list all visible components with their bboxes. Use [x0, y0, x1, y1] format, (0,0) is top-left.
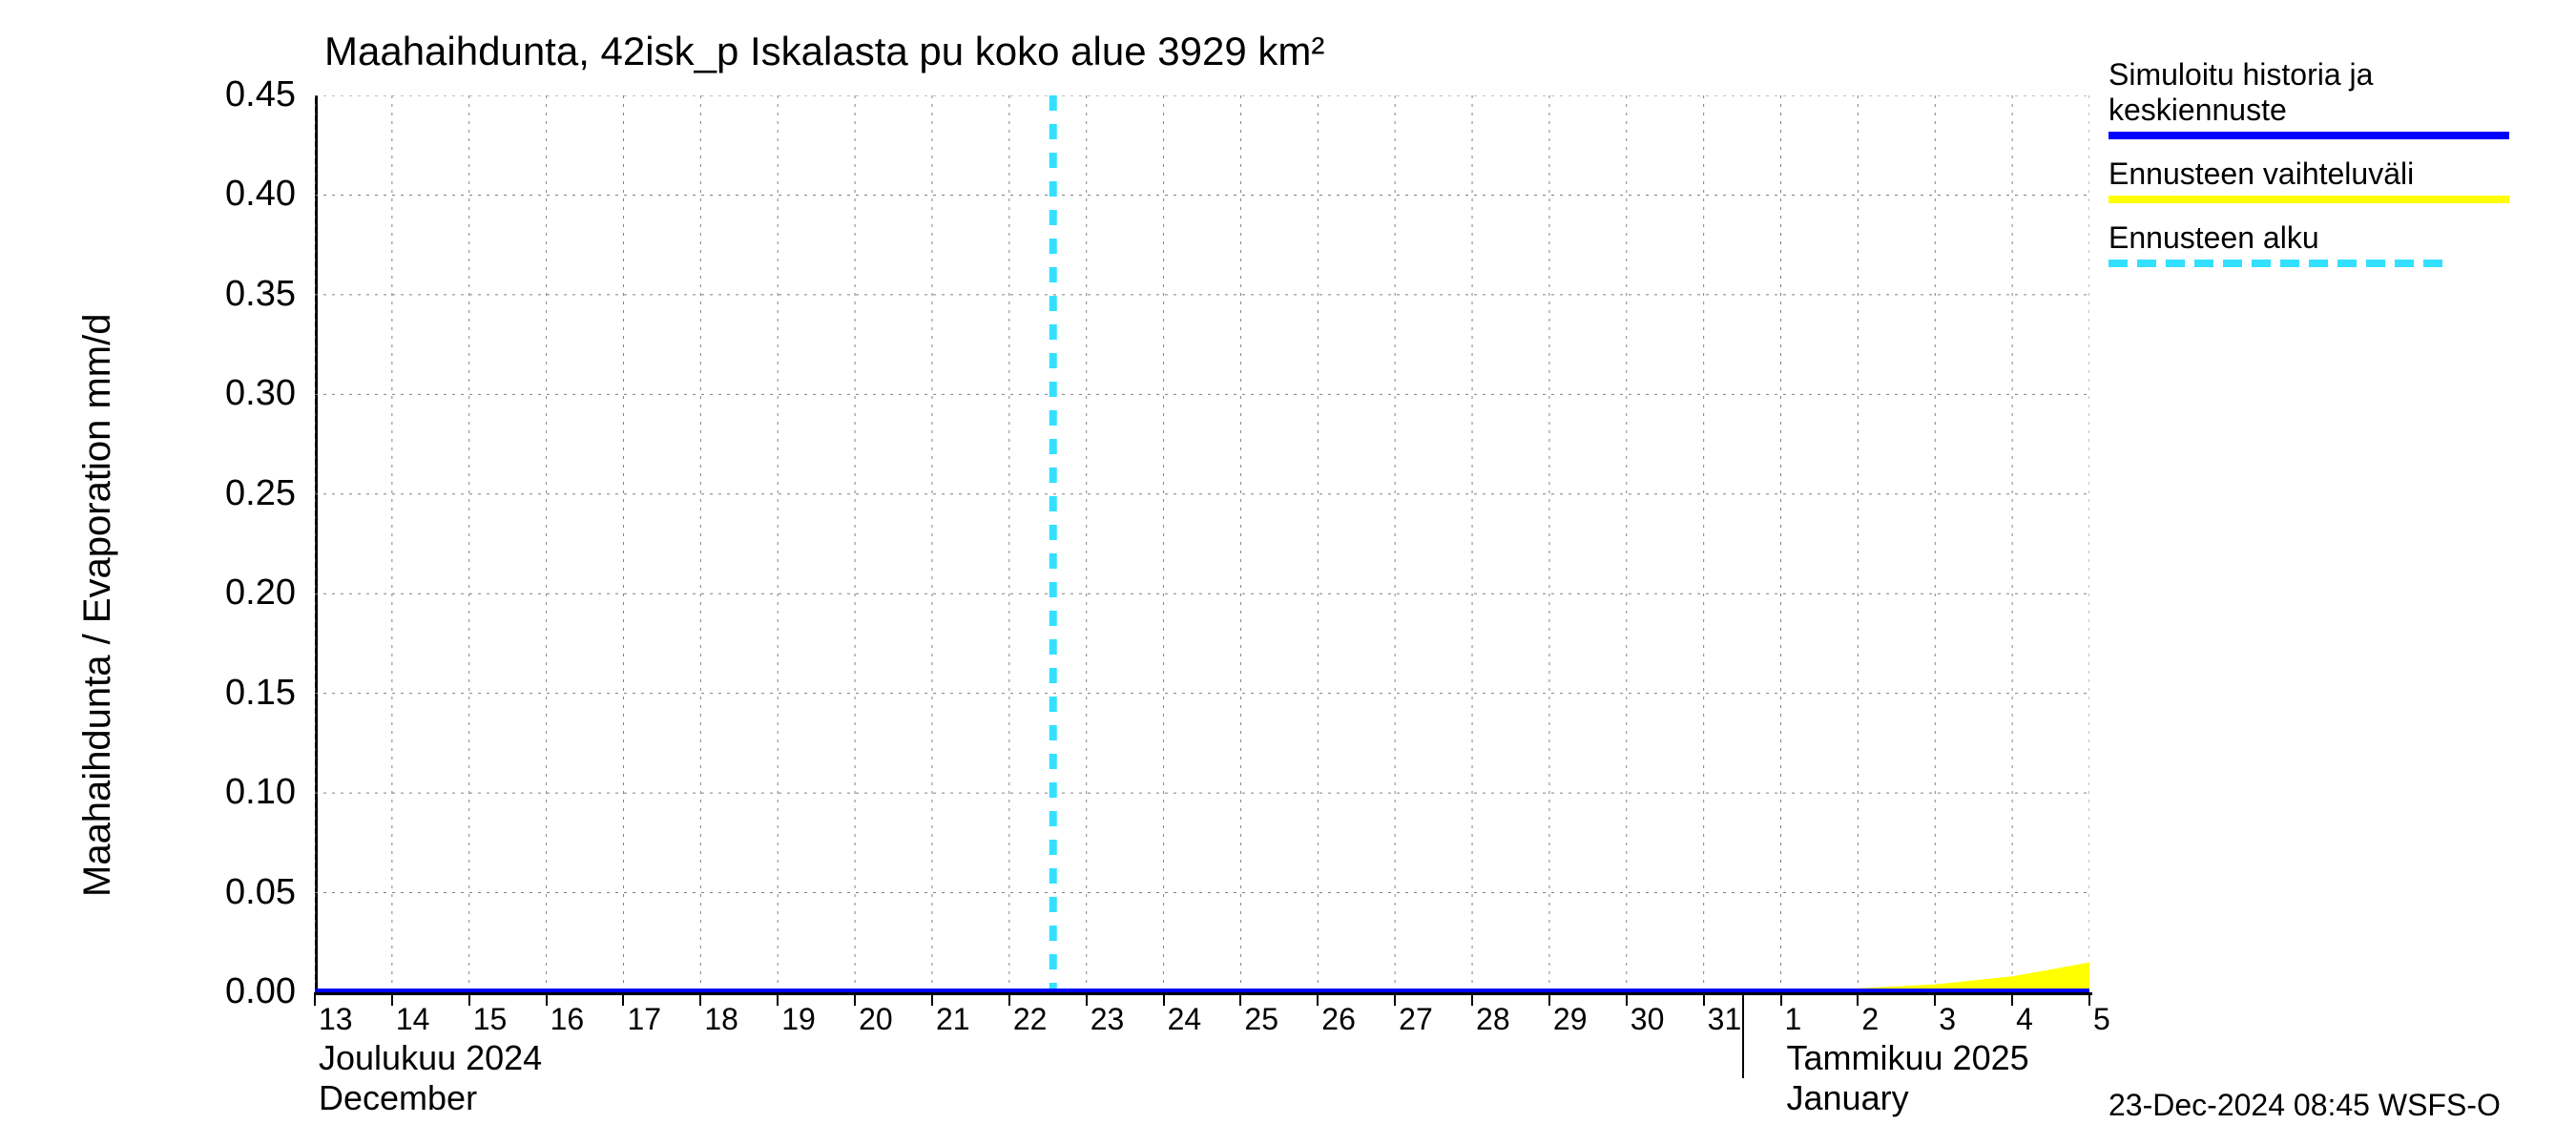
x-tick-label: 25 — [1244, 1002, 1278, 1037]
x-tick — [1471, 992, 1473, 1006]
y-tick-label: 0.05 — [200, 872, 296, 913]
x-tick — [854, 992, 856, 1006]
x-tick-label: 2 — [1861, 1002, 1879, 1037]
x-tick — [1548, 992, 1550, 1006]
y-tick-label: 0.45 — [200, 74, 296, 115]
x-tick-label: 22 — [1013, 1002, 1048, 1037]
x-tick-label: 21 — [936, 1002, 970, 1037]
month-separator — [1742, 992, 1744, 1078]
x-tick-label: 1 — [1785, 1002, 1802, 1037]
legend: Simuloitu historia jakeskiennuste Ennuste… — [2109, 57, 2509, 284]
footer-timestamp: 23-Dec-2024 08:45 WSFS-O — [2109, 1088, 2501, 1123]
plot-svg — [315, 95, 2089, 992]
x-tick-label: 19 — [781, 1002, 816, 1037]
x-tick — [1857, 992, 1859, 1006]
x-month-right-line2: January — [1787, 1078, 1909, 1118]
legend-label: Simuloitu historia ja — [2109, 57, 2509, 93]
x-tick-label: 27 — [1399, 1002, 1433, 1037]
x-tick-label: 17 — [627, 1002, 661, 1037]
legend-item: Simuloitu historia jakeskiennuste — [2109, 57, 2509, 139]
x-tick — [1008, 992, 1010, 1006]
y-tick-label: 0.35 — [200, 274, 296, 315]
x-tick-label: 14 — [396, 1002, 430, 1037]
y-tick-label: 0.10 — [200, 772, 296, 813]
x-tick-label: 23 — [1091, 1002, 1125, 1037]
y-tick-label: 0.30 — [200, 373, 296, 414]
chart-title: Maahaihdunta, 42isk_p Iskalasta pu koko … — [324, 29, 1324, 74]
x-tick — [931, 992, 933, 1006]
x-tick — [699, 992, 701, 1006]
x-tick — [1934, 992, 1936, 1006]
x-tick-label: 4 — [2016, 1002, 2033, 1037]
legend-swatch — [2109, 260, 2509, 267]
x-tick — [777, 992, 779, 1006]
x-tick-label: 15 — [473, 1002, 508, 1037]
legend-item: Ennusteen alku — [2109, 220, 2509, 267]
chart-stage: Maahaihdunta, 42isk_p Iskalasta pu koko … — [0, 0, 2576, 1145]
y-tick-label: 0.25 — [200, 473, 296, 514]
x-tick — [1317, 992, 1319, 1006]
x-month-left-line1: Joulukuu 2024 — [319, 1038, 542, 1078]
x-tick — [622, 992, 624, 1006]
x-tick-label: 30 — [1631, 1002, 1665, 1037]
legend-item: Ennusteen vaihteluväli — [2109, 156, 2509, 203]
x-tick — [1163, 992, 1165, 1006]
x-tick-label: 5 — [2093, 1002, 2110, 1037]
x-tick — [1780, 992, 1782, 1006]
x-tick — [468, 992, 470, 1006]
x-tick-label: 3 — [1939, 1002, 1956, 1037]
legend-label: Ennusteen alku — [2109, 220, 2509, 256]
y-tick-label: 0.00 — [200, 971, 296, 1012]
x-tick-label: 18 — [704, 1002, 738, 1037]
x-tick-label: 16 — [551, 1002, 585, 1037]
x-tick — [2088, 992, 2090, 1006]
x-month-right-line1: Tammikuu 2025 — [1787, 1038, 2029, 1078]
x-tick — [1626, 992, 1628, 1006]
x-tick — [2011, 992, 2013, 1006]
x-tick — [1394, 992, 1396, 1006]
y-tick-label: 0.40 — [200, 174, 296, 215]
x-tick — [1239, 992, 1241, 1006]
y-tick-label: 0.15 — [200, 673, 296, 714]
legend-swatch — [2109, 196, 2509, 203]
legend-swatch — [2109, 132, 2509, 139]
x-tick-label: 28 — [1476, 1002, 1510, 1037]
x-tick-label: 31 — [1708, 1002, 1742, 1037]
x-tick — [391, 992, 393, 1006]
y-tick-label: 0.20 — [200, 572, 296, 614]
x-tick — [1086, 992, 1088, 1006]
legend-label: keskiennuste — [2109, 93, 2509, 128]
legend-label: Ennusteen vaihteluväli — [2109, 156, 2509, 192]
x-tick-label: 29 — [1553, 1002, 1588, 1037]
x-tick-label: 26 — [1321, 1002, 1356, 1037]
y-axis-label: Maahaihdunta / Evaporation mm/d — [76, 314, 119, 897]
x-tick — [1703, 992, 1705, 1006]
x-tick-label: 13 — [319, 1002, 353, 1037]
x-tick — [546, 992, 548, 1006]
x-month-left-line2: December — [319, 1078, 477, 1118]
x-tick — [314, 992, 316, 1006]
x-tick-label: 20 — [859, 1002, 893, 1037]
x-tick-label: 24 — [1168, 1002, 1202, 1037]
